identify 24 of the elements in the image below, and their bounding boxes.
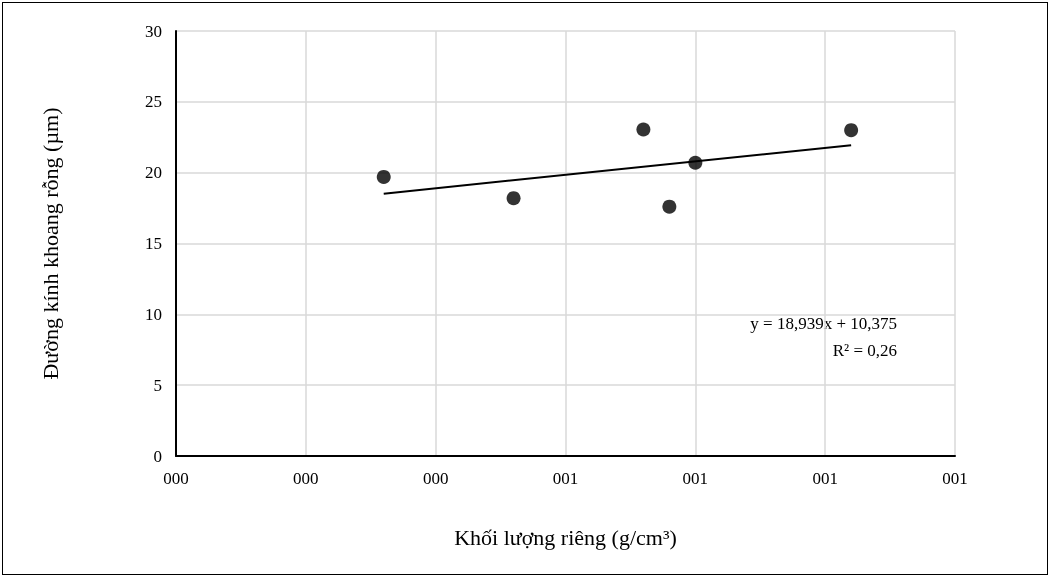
point bbox=[688, 155, 703, 170]
annotation: y = 18,939x + 10,375 bbox=[750, 314, 898, 333]
x-tick-label: 001 bbox=[682, 469, 709, 488]
x-tick-label: 001 bbox=[552, 469, 579, 488]
y-tick-label: 30 bbox=[145, 21, 162, 41]
x-tick-label: 001 bbox=[942, 469, 968, 488]
x-axis-title: Khối lượng riêng (g/cm³) bbox=[454, 524, 677, 550]
annotation: R² = 0,26 bbox=[832, 341, 897, 360]
y-axis-title: Đường kính khoang rỗng (µm) bbox=[37, 107, 63, 380]
point bbox=[844, 123, 859, 138]
point bbox=[506, 191, 521, 206]
x-tick-label: 000 bbox=[422, 469, 449, 488]
y-tick-label: 10 bbox=[145, 304, 162, 324]
y-tick-label: 5 bbox=[153, 375, 162, 395]
x-tick-label: 000 bbox=[163, 469, 189, 488]
point bbox=[376, 169, 391, 184]
x-tick-label: 001 bbox=[812, 469, 838, 488]
y-tick-label: 25 bbox=[145, 92, 162, 112]
point bbox=[662, 199, 677, 214]
y-tick-label: 15 bbox=[145, 234, 162, 253]
x-tick-label: 000 bbox=[293, 469, 319, 488]
y-tick-label: 0 bbox=[153, 446, 162, 466]
y-tick-label: 20 bbox=[145, 163, 162, 183]
point bbox=[636, 122, 651, 137]
